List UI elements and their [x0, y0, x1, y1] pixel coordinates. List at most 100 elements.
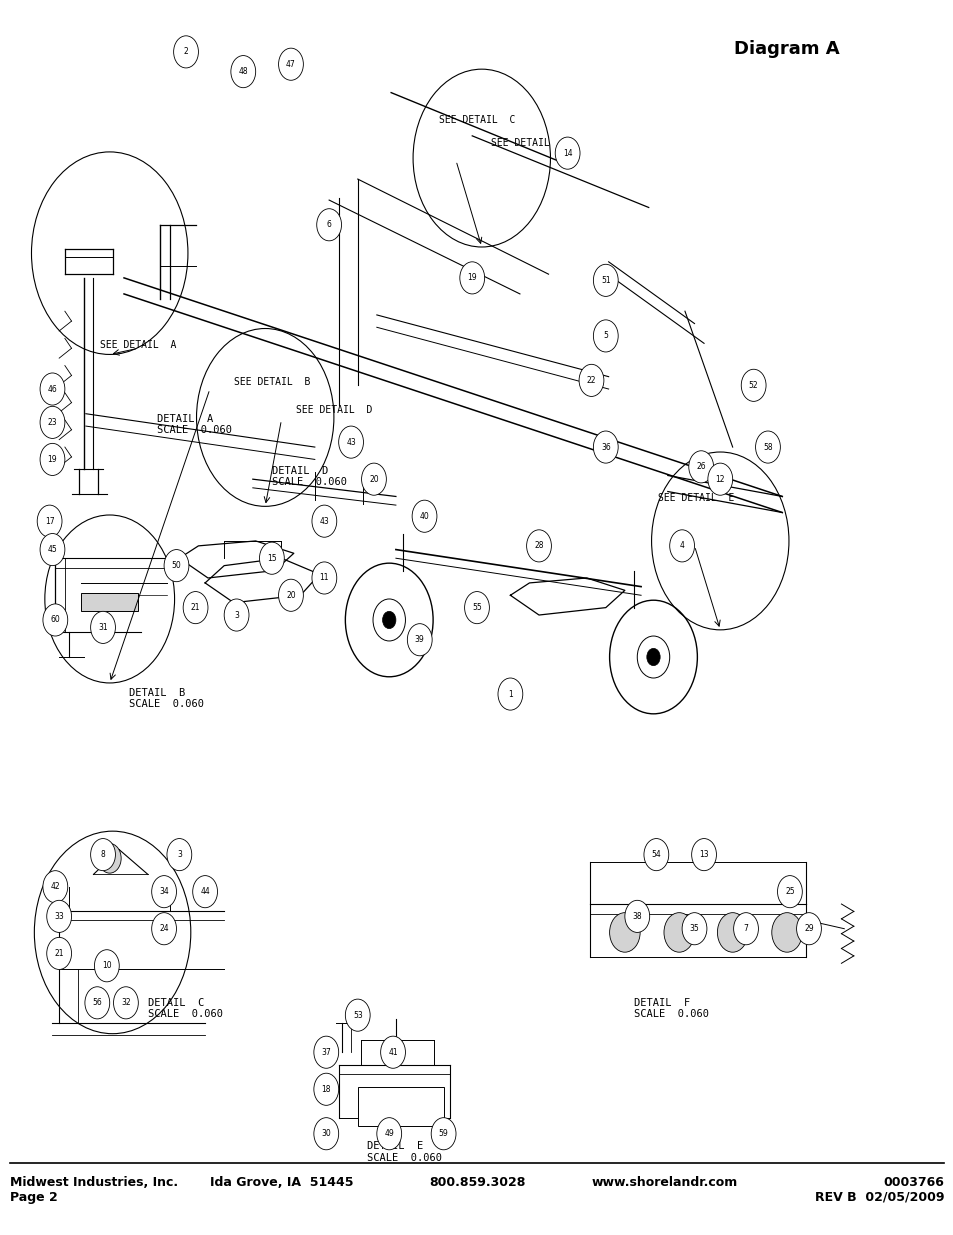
- Circle shape: [382, 611, 395, 629]
- Text: 4: 4: [679, 541, 684, 551]
- Circle shape: [43, 604, 68, 636]
- Circle shape: [164, 550, 189, 582]
- Circle shape: [707, 463, 732, 495]
- Circle shape: [47, 900, 71, 932]
- Text: DETAIL  F
SCALE  0.060: DETAIL F SCALE 0.060: [634, 998, 709, 1019]
- Text: Ida Grove, IA  51445: Ida Grove, IA 51445: [210, 1176, 353, 1189]
- Text: 800.859.3028: 800.859.3028: [429, 1176, 525, 1189]
- Circle shape: [224, 599, 249, 631]
- Circle shape: [380, 1036, 405, 1068]
- Circle shape: [278, 579, 303, 611]
- Text: 19: 19: [48, 454, 57, 464]
- Circle shape: [624, 900, 649, 932]
- Circle shape: [376, 1118, 401, 1150]
- Circle shape: [771, 913, 801, 952]
- Text: 48: 48: [238, 67, 248, 77]
- Text: 7: 7: [742, 924, 748, 934]
- Circle shape: [183, 592, 208, 624]
- Text: DETAIL  C
SCALE  0.060: DETAIL C SCALE 0.060: [148, 998, 223, 1019]
- Text: 46: 46: [48, 384, 57, 394]
- Circle shape: [609, 913, 639, 952]
- Text: 18: 18: [321, 1084, 331, 1094]
- Text: 54: 54: [651, 850, 660, 860]
- Text: Diagram A: Diagram A: [733, 40, 839, 58]
- Circle shape: [646, 648, 659, 666]
- Text: 43: 43: [346, 437, 355, 447]
- Text: 21: 21: [191, 603, 200, 613]
- Circle shape: [85, 987, 110, 1019]
- Text: 26: 26: [696, 462, 705, 472]
- Text: 39: 39: [415, 635, 424, 645]
- Text: SEE DETAIL  A: SEE DETAIL A: [100, 340, 176, 350]
- Circle shape: [578, 364, 603, 396]
- Text: 36: 36: [600, 442, 610, 452]
- Text: DETAIL  E
SCALE  0.060: DETAIL E SCALE 0.060: [367, 1141, 442, 1162]
- Circle shape: [733, 913, 758, 945]
- Circle shape: [43, 871, 68, 903]
- Text: 8: 8: [101, 850, 105, 860]
- Text: 37: 37: [321, 1047, 331, 1057]
- Circle shape: [740, 369, 765, 401]
- Circle shape: [312, 562, 336, 594]
- Text: 38: 38: [632, 911, 641, 921]
- Circle shape: [40, 443, 65, 475]
- Circle shape: [338, 426, 363, 458]
- Circle shape: [37, 505, 62, 537]
- Text: 51: 51: [600, 275, 610, 285]
- Circle shape: [314, 1118, 338, 1150]
- Circle shape: [167, 839, 192, 871]
- Text: 33: 33: [54, 911, 64, 921]
- Circle shape: [691, 839, 716, 871]
- Circle shape: [47, 937, 71, 969]
- Circle shape: [555, 137, 579, 169]
- Circle shape: [91, 839, 115, 871]
- Circle shape: [669, 530, 694, 562]
- Text: 55: 55: [472, 603, 481, 613]
- Circle shape: [717, 913, 747, 952]
- Text: 21: 21: [54, 948, 64, 958]
- Text: 2: 2: [184, 47, 188, 57]
- Text: 31: 31: [98, 622, 108, 632]
- Text: 58: 58: [762, 442, 772, 452]
- Text: 20: 20: [286, 590, 295, 600]
- Circle shape: [526, 530, 551, 562]
- Circle shape: [312, 505, 336, 537]
- Text: 50: 50: [172, 561, 181, 571]
- Bar: [81, 593, 138, 611]
- Circle shape: [459, 262, 484, 294]
- Circle shape: [412, 500, 436, 532]
- Text: 15: 15: [267, 553, 276, 563]
- Text: 47: 47: [286, 59, 295, 69]
- Text: SEE DETAIL  D: SEE DETAIL D: [295, 405, 372, 415]
- Text: SEE DETAIL  E: SEE DETAIL E: [658, 493, 734, 503]
- Text: 25: 25: [784, 887, 794, 897]
- Text: 60: 60: [51, 615, 60, 625]
- Text: DETAIL  B
SCALE  0.060: DETAIL B SCALE 0.060: [129, 688, 204, 709]
- Circle shape: [431, 1118, 456, 1150]
- Circle shape: [231, 56, 255, 88]
- Text: 10: 10: [102, 961, 112, 971]
- Text: 6: 6: [326, 220, 332, 230]
- Circle shape: [152, 913, 176, 945]
- Circle shape: [40, 406, 65, 438]
- Circle shape: [681, 913, 706, 945]
- Circle shape: [259, 542, 284, 574]
- Circle shape: [497, 678, 522, 710]
- Circle shape: [94, 950, 119, 982]
- Circle shape: [113, 987, 138, 1019]
- Text: 49: 49: [384, 1129, 394, 1139]
- Text: 59: 59: [438, 1129, 448, 1139]
- Text: 43: 43: [319, 516, 329, 526]
- Text: 13: 13: [699, 850, 708, 860]
- Text: 12: 12: [715, 474, 724, 484]
- Text: 29: 29: [803, 924, 813, 934]
- Text: 56: 56: [92, 998, 102, 1008]
- Text: 0003766: 0003766: [882, 1176, 943, 1189]
- Circle shape: [152, 876, 176, 908]
- Circle shape: [663, 913, 694, 952]
- Circle shape: [40, 373, 65, 405]
- Text: SEE DETAIL  C: SEE DETAIL C: [438, 115, 515, 125]
- Text: Page 2: Page 2: [10, 1191, 57, 1204]
- Text: 41: 41: [388, 1047, 397, 1057]
- Circle shape: [316, 209, 341, 241]
